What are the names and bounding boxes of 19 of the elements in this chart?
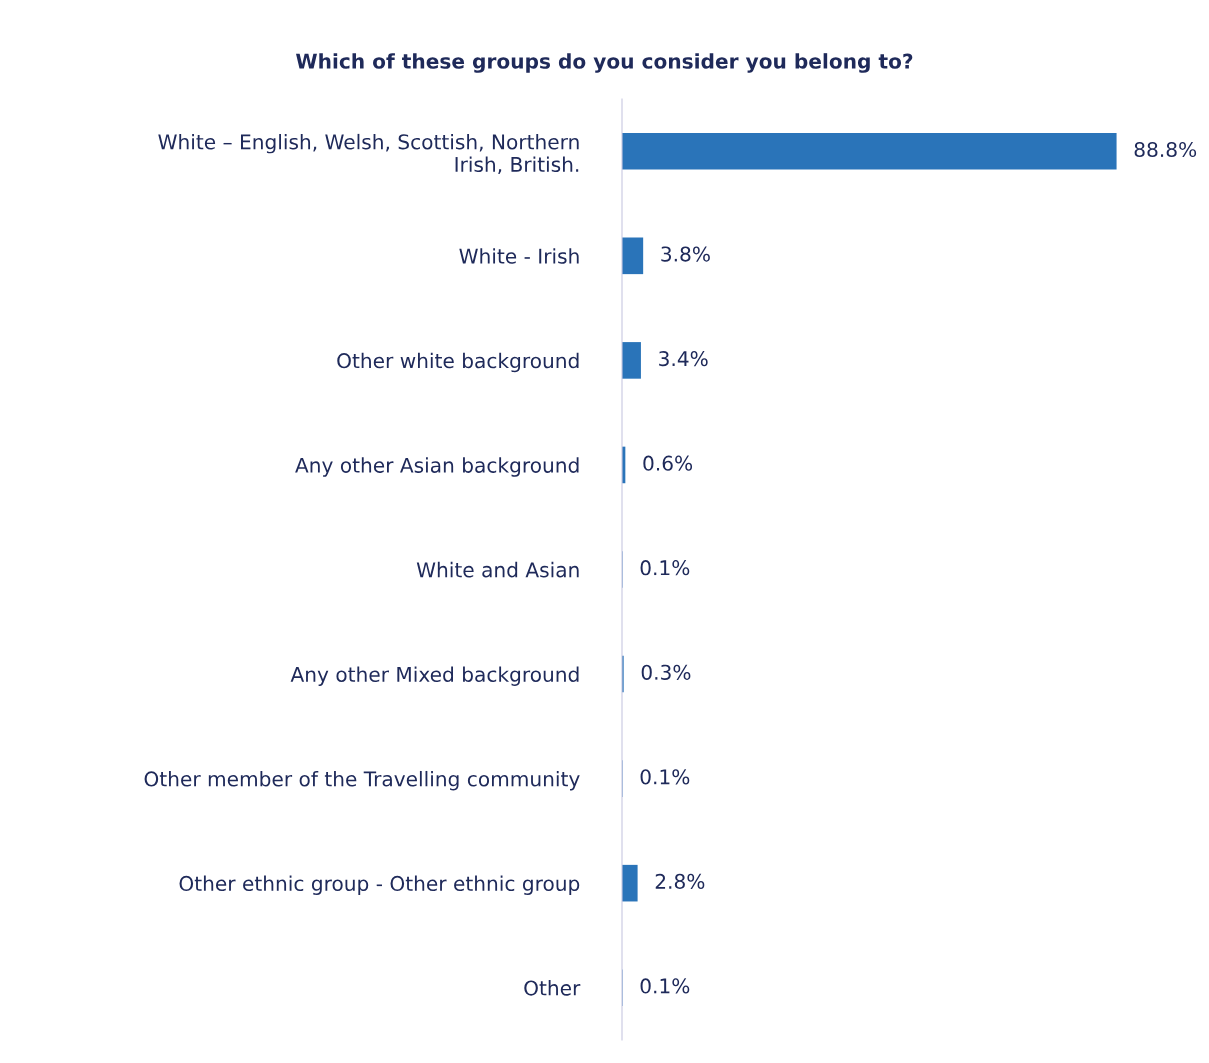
y-tick-label: White and Asian [416,561,579,578]
y-tick-label: White – English, Welsh, Scottish, Northern Irish, British. [158,133,579,175]
y-tick-label: Any other Asian background [295,457,579,477]
data-label: 0.1% [640,560,690,576]
chart-title: Which of these groups do you consider you belong to? [296,53,913,73]
data-label: 88.8% [1134,141,1197,158]
y-tick-label: Other ethnic group - Other ethnic group [179,875,580,896]
data-label: 2.8% [655,873,705,890]
data-label: 0.1% [640,978,690,994]
y-tick-label: Any other Mixed background [290,666,579,686]
y-tick-label: Other white background [337,352,579,373]
y-tick-label: Other [524,980,581,996]
data-label: 0.3% [641,664,691,680]
y-tick-label: Other member of the Travelling community [144,770,580,791]
data-label: 0.1% [640,769,690,785]
data-label: 3.8% [661,246,710,262]
data-label: 3.4% [659,351,708,367]
y-tick-label: White - Irish [459,248,579,264]
data-label: 0.6% [643,455,693,471]
